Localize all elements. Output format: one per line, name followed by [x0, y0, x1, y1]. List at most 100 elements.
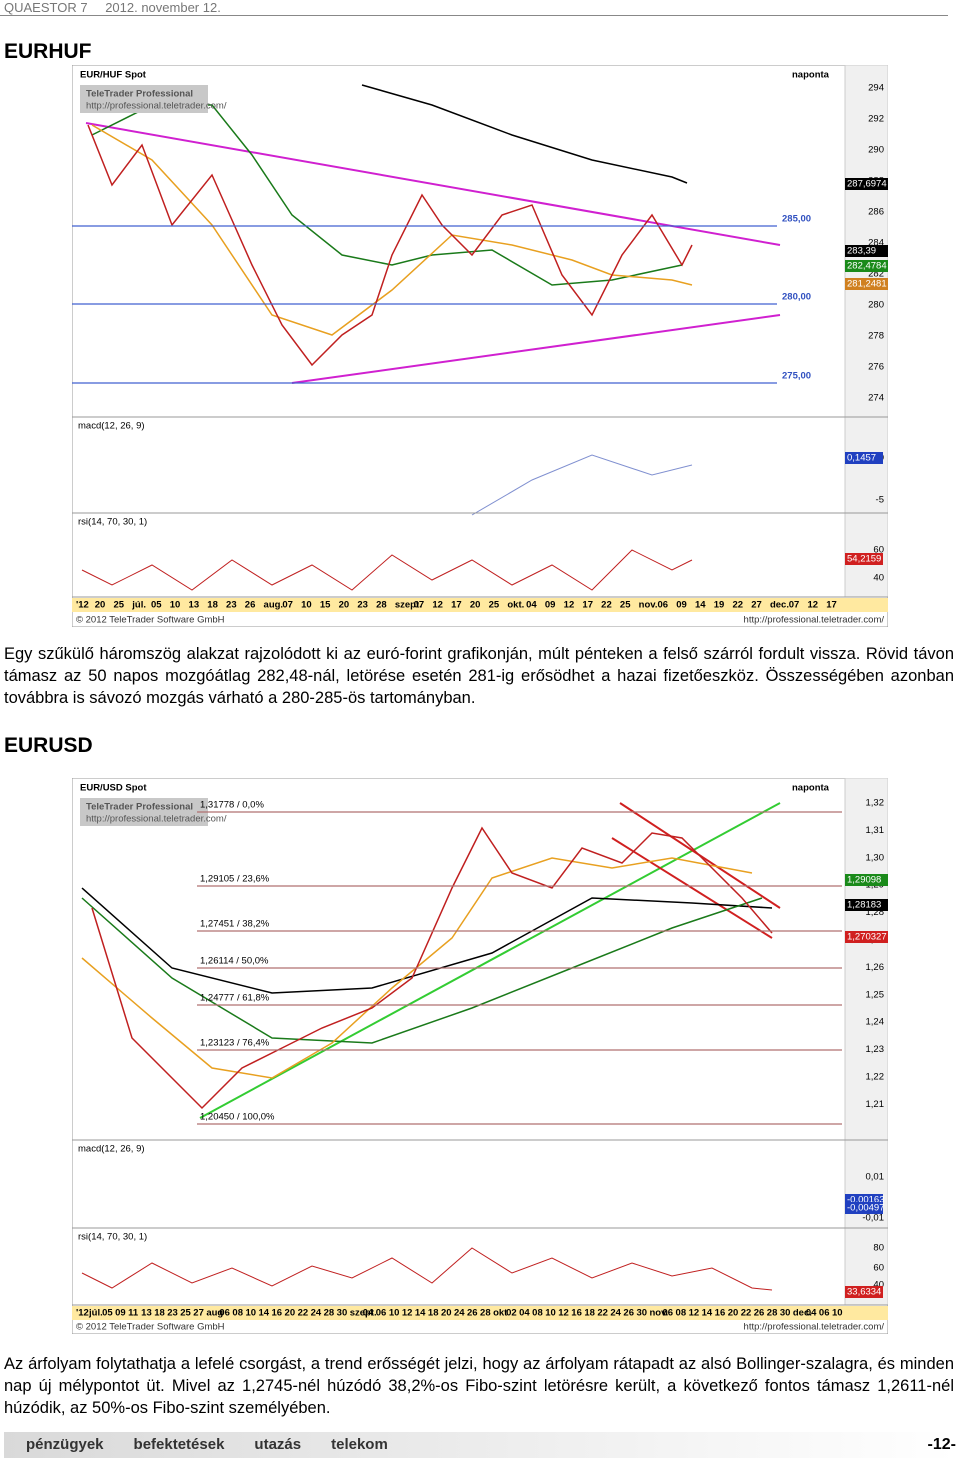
level-label: 1,24777 / 61,8% — [200, 993, 270, 1004]
date-label: 06 — [657, 600, 668, 611]
date-label: 10 — [170, 600, 181, 611]
level-label: 275,00 — [782, 371, 811, 382]
section-title: EURUSD — [4, 734, 93, 757]
paragraph: Egy szűkülő háromszög alakzat rajzolódot… — [4, 645, 954, 707]
paragraph: Az árfolyam folytathatja a lefelé csorgá… — [4, 1355, 954, 1417]
macd-tick-label: -0,01 — [862, 1213, 884, 1224]
ma-20 — [91, 124, 693, 336]
date-label: 30 — [780, 1308, 791, 1319]
date-label: 16 — [272, 1308, 283, 1319]
date-label: 12 — [689, 1308, 700, 1319]
date-label: 26 — [623, 1308, 634, 1319]
date-label: 20 — [441, 1308, 452, 1319]
header-rule — [0, 15, 948, 16]
price-tag — [845, 278, 888, 290]
price-tick-label: 278 — [868, 331, 884, 342]
footer-link: utazás — [254, 1436, 302, 1453]
rsi-tick-label: 40 — [873, 1280, 884, 1291]
rsi-tick-label: 80 — [873, 1243, 884, 1254]
date-label: 20 — [339, 600, 350, 611]
date-label: 16 — [715, 1308, 726, 1319]
date-label: 18 — [154, 1308, 165, 1319]
rsi-tick-label: 60 — [873, 545, 884, 556]
date-label: 07 — [282, 600, 293, 611]
date-label: 26 — [754, 1308, 765, 1319]
price-tick-label: 1,25 — [866, 989, 885, 1000]
date-label: 13 — [189, 600, 200, 611]
date-label: 23 — [357, 600, 368, 611]
source-url: http://professional.teletrader.com/ — [744, 615, 885, 626]
date-label: 18 — [428, 1308, 439, 1319]
date-label: szept. — [350, 1308, 377, 1319]
section-title: EURHUF — [4, 40, 92, 63]
chart-title: EUR/HUF Spot — [80, 70, 147, 81]
trendline — [199, 802, 781, 1119]
date-label: 24 — [311, 1308, 322, 1319]
macd-tick-label: -5 — [876, 495, 884, 506]
date-label: 18 — [584, 1308, 595, 1319]
brand-box — [80, 85, 208, 113]
date-label: 14 — [258, 1308, 269, 1319]
level-label: 1,27451 / 38,2% — [200, 919, 270, 930]
date-label: 08 — [232, 1308, 243, 1319]
header: QUAESTOR 7 2012. november 12. — [4, 0, 235, 15]
date-label: 09 — [115, 1308, 126, 1319]
price-tag-label: 287,6974 — [847, 179, 887, 190]
date-label: 23 — [167, 1308, 178, 1319]
price-tick-label: 286 — [868, 207, 884, 218]
brand: TeleTrader Professional — [86, 802, 193, 813]
macd-tag-label: -0,00497 — [847, 1203, 885, 1214]
date-label: 26 — [467, 1308, 478, 1319]
date-label: szept. — [395, 600, 422, 611]
publication: QUAESTOR 7 — [4, 0, 88, 15]
date-label: 04 — [806, 1308, 817, 1319]
level-label: 1,23123 / 76,4% — [200, 1038, 270, 1049]
ma-50 — [81, 897, 763, 1044]
price-tag — [845, 260, 888, 272]
price-tick-label: 284 — [868, 238, 884, 249]
date-label: 22 — [597, 1308, 608, 1319]
date-label: 30 — [636, 1308, 647, 1319]
date-label: 25 — [620, 600, 631, 611]
price-tag — [845, 178, 888, 190]
date-label: nov. — [649, 1308, 668, 1319]
date-label: 14 — [415, 1308, 426, 1319]
rsi-line — [81, 549, 693, 591]
price-tick-label: 1,21 — [866, 1099, 885, 1110]
date-label: 22 — [601, 600, 612, 611]
date-label: 28 — [767, 1308, 778, 1319]
date-label: 17 — [826, 600, 837, 611]
price-tag-label: 282,4784 — [847, 261, 887, 272]
macd-tag-label: 0,1457 — [847, 453, 876, 464]
rsi-label: rsi(14, 70, 30, 1) — [78, 517, 147, 528]
date-label: 04 — [363, 1308, 374, 1319]
price-tick-label: 292 — [868, 114, 884, 125]
date-label: 14 — [695, 600, 706, 611]
date-label: 28 — [376, 600, 387, 611]
date-strip — [72, 598, 888, 612]
date-label: 20 — [728, 1308, 739, 1319]
price-tick-label: 1,23 — [866, 1044, 885, 1055]
date-label: 25 — [489, 600, 500, 611]
price-tag-label: 283,39 — [847, 246, 876, 257]
price-tick-label: 1,26 — [866, 962, 885, 973]
date-label: 12 — [432, 600, 443, 611]
price-tick-label: 280 — [868, 300, 884, 311]
brand-url: http://professional.teletrader.com/ — [86, 814, 227, 825]
level-label: 1,29105 / 23,6% — [200, 874, 270, 885]
date-label: 10 — [832, 1308, 843, 1319]
brand-url: http://professional.teletrader.com/ — [86, 101, 227, 112]
price-tag — [845, 245, 888, 257]
chart-title: EUR/USD Spot — [80, 783, 147, 794]
macd-line — [471, 454, 693, 516]
date-label: 12 — [558, 1308, 569, 1319]
date-label: 23 — [226, 600, 237, 611]
date-label: 06 — [819, 1308, 830, 1319]
price-tag-label: 1,28183 — [847, 900, 881, 911]
date-label: 05 — [102, 1308, 113, 1319]
rsi-label: rsi(14, 70, 30, 1) — [78, 1232, 147, 1243]
date-label: 22 — [741, 1308, 752, 1319]
price-tick-label: 274 — [868, 393, 884, 404]
price-tick-label: 1,22 — [866, 1072, 885, 1083]
